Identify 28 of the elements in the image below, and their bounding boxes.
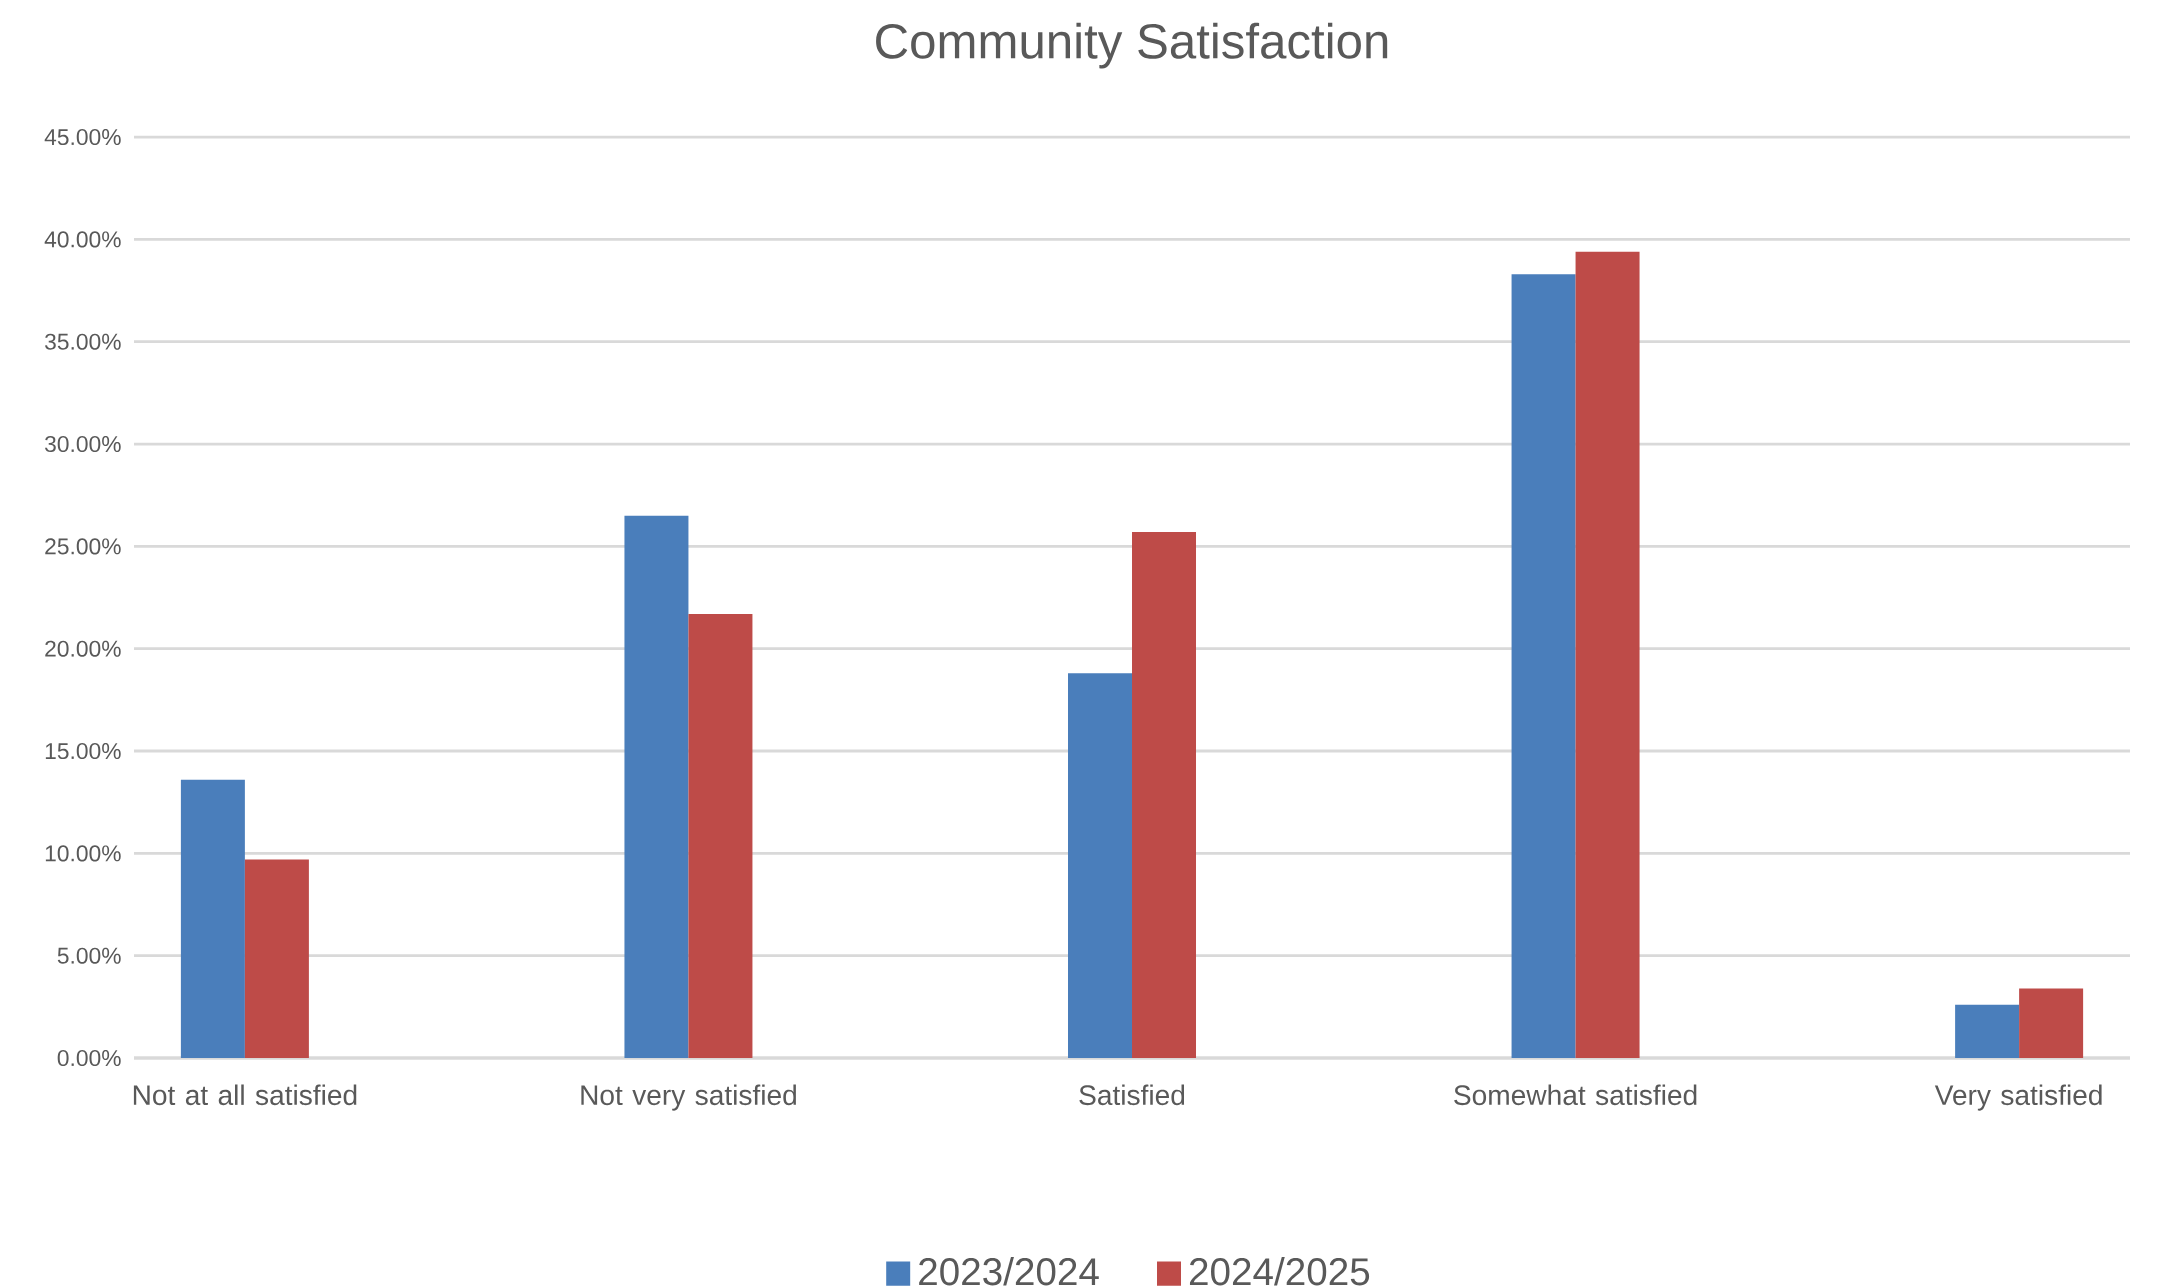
y-tick-label: 30.00% [44, 435, 121, 453]
x-tick-label: Satisfied [1079, 1084, 1185, 1106]
bar [688, 613, 753, 1059]
bar [1575, 251, 1640, 1059]
y-tick-label: 45.00% [44, 128, 121, 146]
bar [1511, 274, 1576, 1059]
bar [1955, 1004, 2020, 1059]
x-tick-label: Not at all satisfied [133, 1084, 357, 1106]
bar [2019, 988, 2084, 1059]
chart-title: Community Satisfaction [876, 22, 1388, 69]
bar [244, 859, 309, 1059]
x-tick-label: Not very satisfied [581, 1084, 796, 1111]
bar [624, 515, 689, 1059]
x-tick-label: Somewhat satisfied [1454, 1084, 1697, 1106]
y-tick-label: 25.00% [45, 538, 121, 555]
y-tick-label: 40.00% [44, 231, 121, 248]
y-tick-label: 10.00% [45, 845, 121, 862]
x-tick-label: Very satisfied [1934, 1084, 2102, 1111]
y-tick-label: 15.00% [45, 742, 121, 760]
y-tick-label: 20.00% [45, 640, 121, 657]
legend-label: 2024/2025 [1189, 1256, 1370, 1286]
legend-label: 2023/2024 [919, 1256, 1099, 1286]
y-tick-label: 0.00% [57, 1049, 121, 1067]
y-tick-label: 35.00% [44, 333, 121, 350]
y-tick-label: 5.00% [57, 947, 121, 964]
bar [1132, 532, 1197, 1059]
bar [180, 779, 245, 1059]
bar [1068, 673, 1133, 1059]
